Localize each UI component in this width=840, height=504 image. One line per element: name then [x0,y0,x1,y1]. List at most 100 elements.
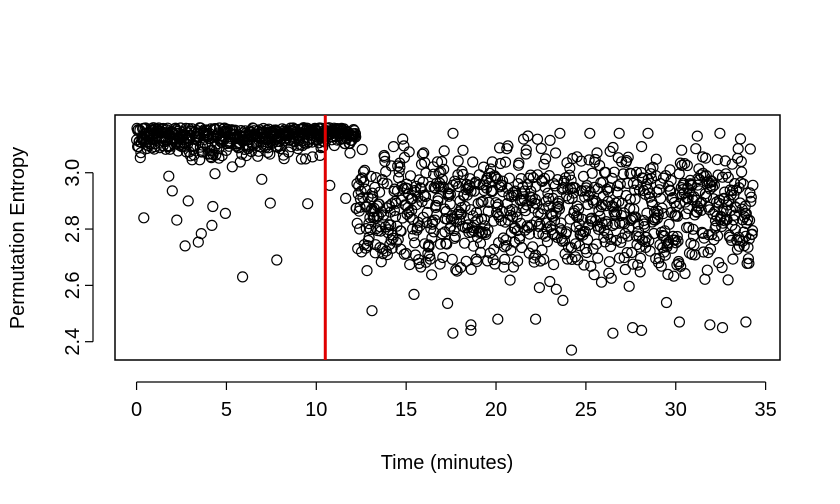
data-point [729,224,742,236]
data-point [623,222,635,234]
data-point [393,166,405,178]
data-point [485,163,497,175]
x-tick-label: 25 [575,399,597,421]
data-point [540,230,552,242]
data-point [388,204,400,217]
data-point [344,147,356,159]
data-points [131,122,759,356]
data-point [544,134,556,146]
data-point [743,214,756,226]
data-point [450,264,462,276]
data-point [657,172,670,184]
data-point [691,130,703,142]
data-point [522,130,534,142]
data-point [659,249,671,261]
data-point [486,156,498,168]
data-point [624,193,637,205]
data-point [219,207,231,219]
y-axis: 2.4 2.6 2.8 3.0 [62,159,94,356]
data-point [697,246,710,258]
data-point [679,196,691,208]
data-point [404,211,416,223]
data-point [614,178,626,190]
data-point [182,195,194,207]
data-point [359,242,372,254]
x-tick-label: 0 [131,399,142,421]
data-point [385,234,397,246]
data-point [496,179,508,191]
data-point [381,178,393,190]
data-point [606,172,618,184]
data-point [365,170,377,182]
data-point [477,195,489,207]
data-point [498,241,510,253]
data-point [186,154,198,166]
data-point [615,236,627,248]
data-point [561,157,573,169]
data-point [374,221,386,233]
data-point [727,253,739,265]
data-point [453,213,465,226]
data-point [452,169,464,181]
data-point [569,251,582,263]
data-point [655,260,667,272]
data-point [607,219,619,231]
data-point [697,227,709,239]
data-point [742,253,755,265]
y-axis-title: Permutation Entropy [7,147,29,329]
data-point [416,148,428,160]
data-point [443,190,455,202]
data-point [362,240,374,252]
data-point [590,238,603,250]
data-point [226,161,238,173]
data-point [613,127,625,139]
data-point [379,151,391,163]
data-point [711,230,724,242]
plot-frame [114,114,781,361]
data-point [621,247,633,259]
data-point [438,163,450,175]
data-point [409,237,421,249]
data-point [520,144,532,156]
data-point [447,127,459,139]
data-point [521,220,533,232]
data-point [447,327,459,339]
data-point [511,211,523,223]
data-point [420,167,432,179]
data-point [598,224,610,236]
data-point [354,223,366,235]
data-point [706,229,718,241]
data-point [529,193,541,205]
data-point [438,145,450,157]
data-point [531,133,544,145]
data-point [708,234,720,246]
data-point [377,177,389,189]
data-point [350,131,362,143]
data-point [446,253,458,265]
data-point [624,202,636,214]
data-point [436,228,448,240]
data-point [434,258,446,270]
data-point [387,141,400,153]
data-point [511,255,524,267]
data-point [403,146,415,158]
data-point [413,254,425,266]
data-point [591,147,603,159]
data-point [502,140,514,152]
data-point [592,223,605,235]
data-point [352,243,364,255]
data-point [700,152,712,164]
data-point [716,171,729,183]
data-point [441,238,453,250]
data-point [494,157,507,170]
data-point [695,204,707,216]
data-point [356,143,368,156]
data-point [538,158,550,170]
data-point [295,153,307,165]
data-point [262,146,274,158]
data-point [465,204,477,216]
data-point [672,235,684,247]
data-point [572,203,585,215]
data-point [205,151,217,163]
data-point [673,258,685,270]
